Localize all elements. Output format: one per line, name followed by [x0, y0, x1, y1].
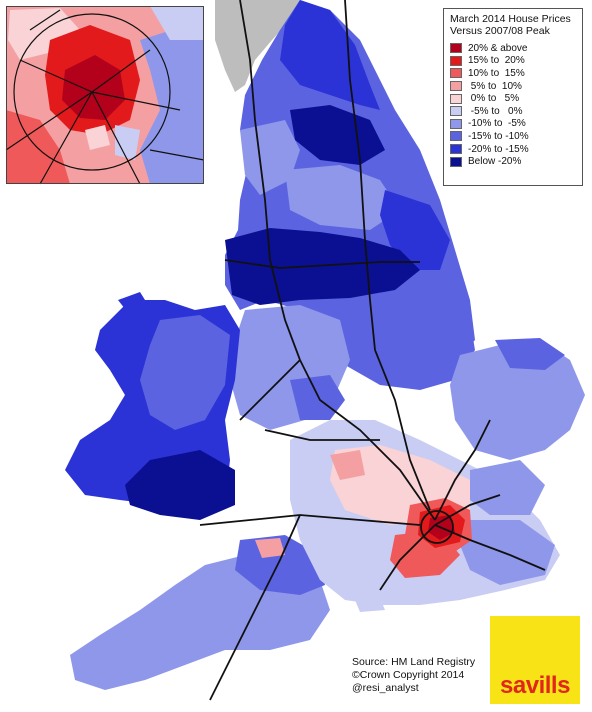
legend-swatch	[450, 156, 462, 167]
region-bristol	[255, 538, 285, 558]
legend-swatch	[450, 43, 462, 54]
region-lancs-yorks-belt	[225, 228, 420, 305]
london-inset	[5, 6, 205, 185]
legend-item: -15% to -10%	[450, 130, 576, 143]
legend-item: -10% to -5%	[450, 118, 576, 131]
source-line3: @resi_analyst	[352, 682, 419, 694]
legend-label: 0% to 5%	[468, 93, 520, 105]
source-line1: Source: HM Land Registry	[352, 656, 476, 668]
source-credit: Source: HM Land Registry ©Crown Copyrigh…	[352, 656, 475, 695]
region-cumbria	[240, 120, 300, 195]
legend-swatch	[450, 81, 462, 92]
legend-label: 5% to 10%	[468, 80, 522, 92]
legend-label: Below -20%	[468, 156, 522, 168]
legend-list: 20% & above 15% to 20% 10% to 15% 5% to 10…	[450, 42, 576, 168]
legend-item: -20% to -15%	[450, 143, 576, 156]
legend-swatch	[450, 106, 462, 117]
region-isle-of-wight	[355, 598, 385, 612]
legend-item: 15% to 20%	[450, 55, 576, 68]
region-mid-wales	[140, 315, 230, 430]
region-east-anglia	[450, 340, 585, 460]
legend-title: March 2014 House Prices Versus 2007/08 P…	[450, 13, 576, 37]
region-south-wales-valleys	[125, 450, 235, 520]
legend-title-line2: Versus 2007/08 Peak	[450, 25, 550, 37]
legend: March 2014 House Prices Versus 2007/08 P…	[443, 8, 583, 186]
legend-swatch	[450, 118, 462, 129]
legend-label: -5% to 0%	[468, 105, 523, 117]
legend-item: 0% to 5%	[450, 92, 576, 105]
legend-title-line1: March 2014 House Prices	[450, 13, 571, 25]
legend-item: 20% & above	[450, 42, 576, 55]
region-teesside	[290, 105, 385, 165]
region-essex	[470, 460, 545, 515]
legend-item: Below -20%	[450, 155, 576, 168]
logo-text: savills	[500, 672, 570, 699]
region-yorkshire-dales	[285, 165, 400, 230]
legend-label: -15% to -10%	[468, 130, 529, 142]
legend-swatch	[450, 68, 462, 79]
source-line2: ©Crown Copyright 2014	[352, 669, 465, 681]
m25-ring	[420, 510, 454, 544]
legend-label: 10% to 15%	[468, 67, 525, 79]
region-somerset	[235, 535, 325, 595]
savills-logo: savills	[490, 616, 580, 704]
scotland-land	[215, 0, 300, 92]
legend-swatch	[450, 93, 462, 104]
region-anglesey	[118, 292, 150, 318]
legend-item: 5% to 10%	[450, 80, 576, 93]
legend-label: 20% & above	[468, 42, 528, 54]
legend-label: -10% to -5%	[468, 118, 526, 130]
legend-swatch	[450, 144, 462, 155]
legend-swatch	[450, 55, 462, 66]
region-oxford	[330, 450, 365, 480]
legend-swatch	[450, 131, 462, 142]
region-east-midlands	[330, 290, 475, 390]
legend-item: -5% to 0%	[450, 105, 576, 118]
legend-label: 15% to 20%	[468, 55, 525, 67]
region-norfolk-coast	[495, 338, 565, 370]
region-kent	[460, 520, 555, 585]
legend-label: -20% to -15%	[468, 143, 529, 155]
region-northeast	[280, 0, 380, 110]
legend-item: 10% to 15%	[450, 67, 576, 80]
motorway-network	[199, 0, 546, 701]
